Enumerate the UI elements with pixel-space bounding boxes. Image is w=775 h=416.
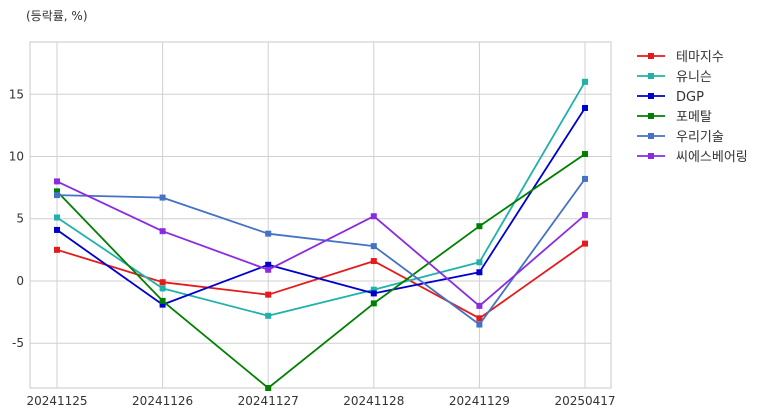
data-point xyxy=(265,261,272,268)
data-point xyxy=(370,290,377,297)
legend-entry: 유니슨 xyxy=(637,70,712,85)
data-point xyxy=(159,285,166,292)
data-point xyxy=(476,302,483,309)
series-line xyxy=(56,178,586,326)
series-line xyxy=(56,180,586,307)
y-tick-label: 15 xyxy=(9,87,24,101)
series-5 xyxy=(54,175,588,328)
legend-marker xyxy=(648,113,654,119)
data-point xyxy=(370,286,377,293)
legend-entry: 우리기술 xyxy=(637,130,724,145)
x-tick-label: 20241126 xyxy=(132,394,193,408)
series-line xyxy=(56,81,586,317)
axis-labels: 20241125 20241126 20241127 20241128 20241129… xyxy=(9,87,616,408)
legend-marker xyxy=(648,53,654,59)
data-point xyxy=(54,226,60,233)
data-point xyxy=(54,214,60,221)
series-4 xyxy=(54,151,588,391)
data-point xyxy=(370,300,377,307)
legend-entry: 씨에스베어링 xyxy=(637,150,748,165)
legend-entry: DGP xyxy=(637,90,704,105)
data-point xyxy=(54,188,60,195)
data-point xyxy=(159,297,166,304)
x-tick-label: 20241128 xyxy=(343,394,404,408)
legend-label: 유니슨 xyxy=(676,70,712,85)
data-point xyxy=(370,243,377,250)
x-tick-label: 20241129 xyxy=(449,394,510,408)
y-tick-label: -5 xyxy=(12,336,24,350)
series-lines xyxy=(54,78,588,391)
data-point xyxy=(370,213,377,220)
data-point xyxy=(159,228,166,235)
data-point xyxy=(159,279,166,286)
data-point xyxy=(265,291,272,298)
x-tick-label: 20241125 xyxy=(26,394,87,408)
data-point xyxy=(582,240,588,247)
legend-entry: 테마지수 xyxy=(637,50,724,65)
series-3 xyxy=(54,104,588,308)
data-point xyxy=(265,385,272,391)
legend-label: 씨에스베어링 xyxy=(676,150,748,165)
legend-label: 포메탈 xyxy=(676,110,712,125)
unit-label: (등락률, %) xyxy=(26,9,88,23)
data-point xyxy=(54,192,60,199)
data-point xyxy=(265,230,272,237)
grid xyxy=(30,42,611,388)
data-point xyxy=(265,266,272,273)
series-2 xyxy=(54,78,588,319)
data-point xyxy=(582,151,588,158)
series-6 xyxy=(54,178,588,309)
data-point xyxy=(54,246,60,253)
data-point xyxy=(582,212,588,218)
y-tick-label: 5 xyxy=(16,212,24,226)
series-line xyxy=(56,153,586,389)
legend-label: 테마지수 xyxy=(676,50,724,65)
data-point xyxy=(370,258,377,265)
data-point xyxy=(265,312,272,319)
data-point xyxy=(476,269,483,276)
legend-marker xyxy=(648,133,654,139)
data-point xyxy=(476,223,483,230)
data-point xyxy=(54,178,60,185)
legend-label: DGP xyxy=(676,90,704,105)
y-tick-label: 0 xyxy=(16,274,24,288)
legend-marker xyxy=(648,153,654,159)
data-point xyxy=(159,301,166,308)
data-point xyxy=(476,321,483,328)
data-point xyxy=(582,78,588,85)
x-tick-label: 20241127 xyxy=(238,394,299,408)
legend-entry: 포메탈 xyxy=(637,110,712,125)
data-point xyxy=(582,104,588,111)
data-point xyxy=(476,259,483,266)
data-point xyxy=(159,194,166,201)
data-point xyxy=(582,175,588,182)
series-line xyxy=(56,107,586,306)
data-point xyxy=(476,315,483,322)
y-tick-label: 10 xyxy=(9,150,24,164)
legend-marker xyxy=(648,93,654,99)
legend-marker xyxy=(648,73,654,79)
x-tick-label: 20250417 xyxy=(554,394,615,408)
legend-label: 우리기술 xyxy=(676,130,724,145)
